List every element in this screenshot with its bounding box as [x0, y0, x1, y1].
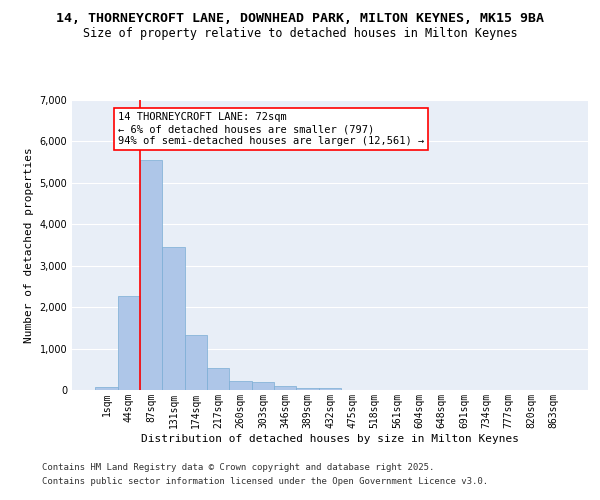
X-axis label: Distribution of detached houses by size in Milton Keynes: Distribution of detached houses by size …: [141, 434, 519, 444]
Bar: [140, 160, 163, 390]
Text: 14, THORNEYCROFT LANE, DOWNHEAD PARK, MILTON KEYNES, MK15 9BA: 14, THORNEYCROFT LANE, DOWNHEAD PARK, MI…: [56, 12, 544, 26]
Y-axis label: Number of detached properties: Number of detached properties: [24, 147, 34, 343]
Text: 14 THORNEYCROFT LANE: 72sqm
← 6% of detached houses are smaller (797)
94% of sem: 14 THORNEYCROFT LANE: 72sqm ← 6% of deta…: [118, 112, 424, 146]
Bar: [229, 382, 252, 390]
Bar: [207, 368, 229, 390]
Bar: [163, 247, 185, 390]
Bar: [118, 296, 140, 390]
Bar: [185, 336, 207, 390]
Text: Size of property relative to detached houses in Milton Keynes: Size of property relative to detached ho…: [83, 28, 517, 40]
Bar: [296, 388, 319, 390]
Bar: [95, 388, 118, 390]
Bar: [252, 382, 274, 390]
Text: Contains HM Land Registry data © Crown copyright and database right 2025.: Contains HM Land Registry data © Crown c…: [42, 464, 434, 472]
Text: Contains public sector information licensed under the Open Government Licence v3: Contains public sector information licen…: [42, 477, 488, 486]
Bar: [274, 386, 296, 390]
Bar: [319, 388, 341, 390]
